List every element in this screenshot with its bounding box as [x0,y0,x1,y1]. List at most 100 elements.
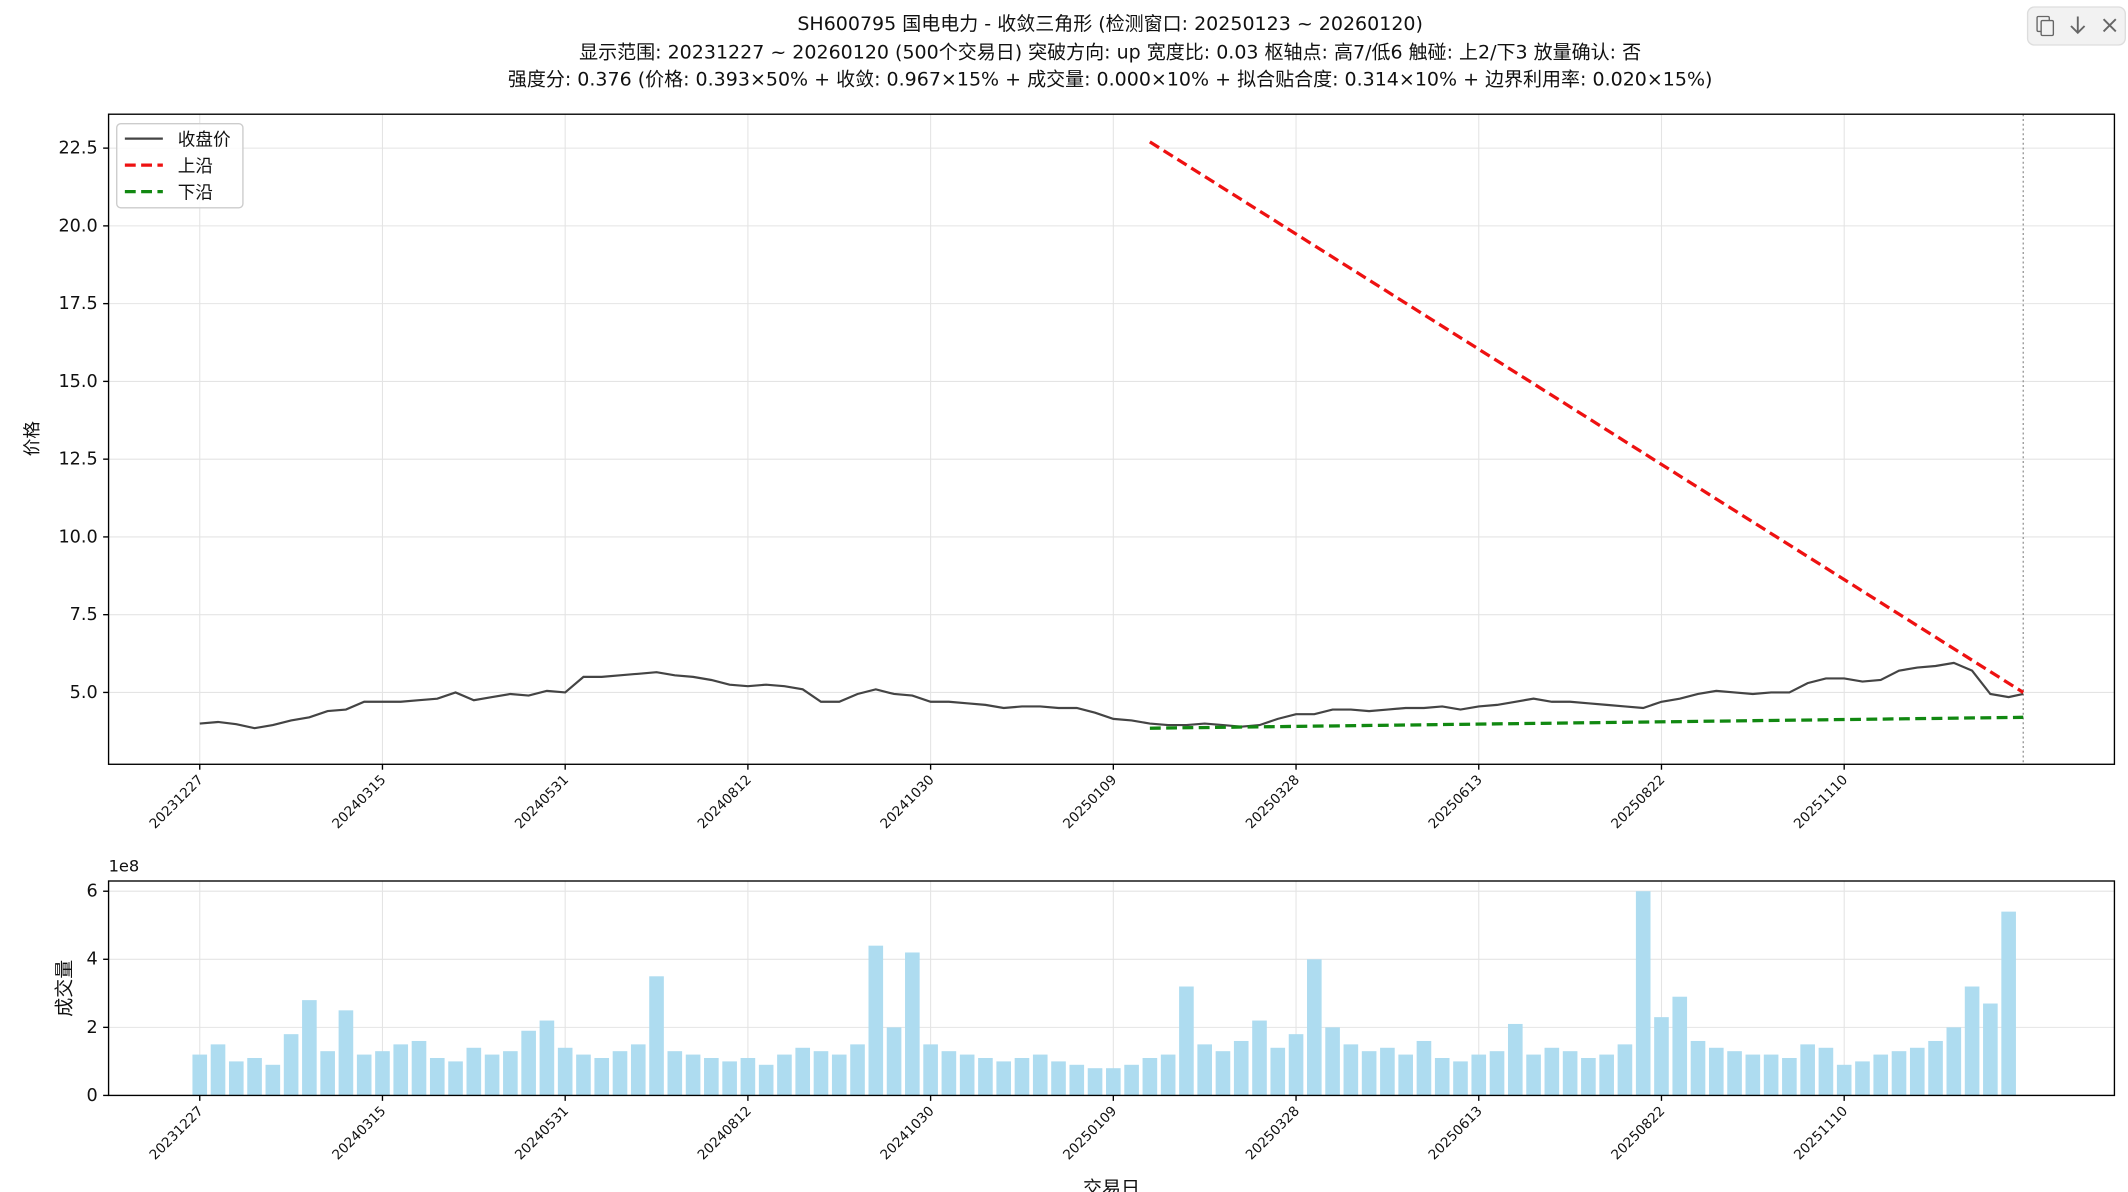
bar [1526,1054,1541,1096]
bar [1197,1044,1212,1096]
bar [338,1010,354,1096]
bar [630,1044,646,1096]
bar [1215,1051,1231,1096]
bar [612,1051,628,1096]
y-tick-label: 20.0 [58,216,97,236]
y-tick-label: 15.0 [58,372,97,392]
bar [777,1054,792,1096]
legend-label: 收盘价 [178,129,231,150]
bar [1361,1051,1377,1096]
y-axis-label: 成交量 [54,960,76,1017]
bar [1489,1051,1505,1096]
y-tick-label: 2 [86,1018,97,1038]
bar [1928,1040,1943,1096]
bar [941,1051,957,1096]
bar [1562,1051,1578,1096]
bar [594,1057,610,1096]
bar [758,1064,774,1096]
bar [2001,911,2016,1096]
bar [1179,986,1194,1096]
bar [1014,1057,1030,1096]
bar [1069,1064,1085,1096]
y-tick-label: 5.0 [70,683,98,703]
bar [576,1054,591,1096]
bar [1581,1057,1596,1096]
bar [265,1064,281,1096]
bar [978,1057,993,1096]
bar [1983,1003,1998,1096]
bar [1727,1051,1742,1096]
bar [1599,1054,1614,1096]
bar [1106,1068,1121,1096]
legend-label: 下沿 [178,182,213,203]
series-line [1148,140,2025,694]
bar [539,1020,555,1096]
bar [1873,1054,1889,1096]
plot-frame [107,880,2116,1097]
bar [923,1044,938,1096]
bar [1544,1047,1560,1096]
bar [210,1044,226,1096]
y-tick-label: 17.5 [58,294,97,314]
bar [1836,1064,1852,1096]
bar [393,1044,409,1096]
bar [1946,1027,1962,1096]
bar [1507,1023,1523,1096]
download-button[interactable] [2070,16,2086,35]
bar [1051,1061,1066,1096]
series-line [199,661,2024,730]
bar [1307,959,1322,1096]
bar [1909,1047,1925,1096]
legend-box [116,123,244,209]
bar [1471,1054,1487,1096]
bar [1160,1054,1176,1096]
bar [850,1044,865,1096]
bar [831,1054,847,1096]
y-tick-label: 12.5 [58,450,97,470]
bar [813,1051,829,1096]
bar [1380,1047,1395,1096]
bar [1800,1044,1815,1096]
bar [1745,1054,1761,1096]
y-tick-label: 10.0 [58,527,97,547]
bar [466,1047,482,1096]
toolbar [2026,6,2126,46]
copy-button[interactable] [2036,15,2055,37]
chart-title: SH600795 国电电力 - 收敛三角形 (检测窗口: 20250123 ~ … [797,13,1423,35]
bar [448,1061,463,1096]
bar [1818,1047,1834,1096]
bar [429,1057,445,1096]
bar [1672,996,1688,1096]
bar [1654,1017,1669,1096]
chart-subtitle: 显示范围: 20231227 ~ 20260120 (500个交易日) 突破方向… [579,42,1641,64]
bar [192,1054,208,1096]
bar [1763,1054,1779,1096]
bar [1891,1051,1907,1096]
bar [1708,1047,1724,1096]
bar [795,1047,811,1096]
bar [704,1057,719,1096]
y-axis-label: 价格 [22,421,43,457]
bar [1855,1061,1870,1096]
bar [1416,1040,1432,1096]
bar [1782,1057,1797,1096]
bar [1617,1044,1633,1096]
bar [484,1054,500,1096]
offset-label: 1e8 [109,857,140,876]
y-tick-label: 0 [86,1086,97,1106]
y-tick-label: 22.5 [58,139,97,159]
y-tick-label: 4 [86,950,97,970]
bar [247,1057,262,1096]
x-axis-label: 交易日 [1083,1178,1140,1192]
bar [1270,1047,1286,1096]
bar [228,1061,244,1096]
bar [356,1054,372,1096]
close-button[interactable] [2102,18,2117,33]
bar [996,1061,1012,1096]
bar [1964,986,1980,1096]
bar [1343,1044,1359,1096]
bar [521,1030,536,1096]
bar [722,1061,737,1096]
